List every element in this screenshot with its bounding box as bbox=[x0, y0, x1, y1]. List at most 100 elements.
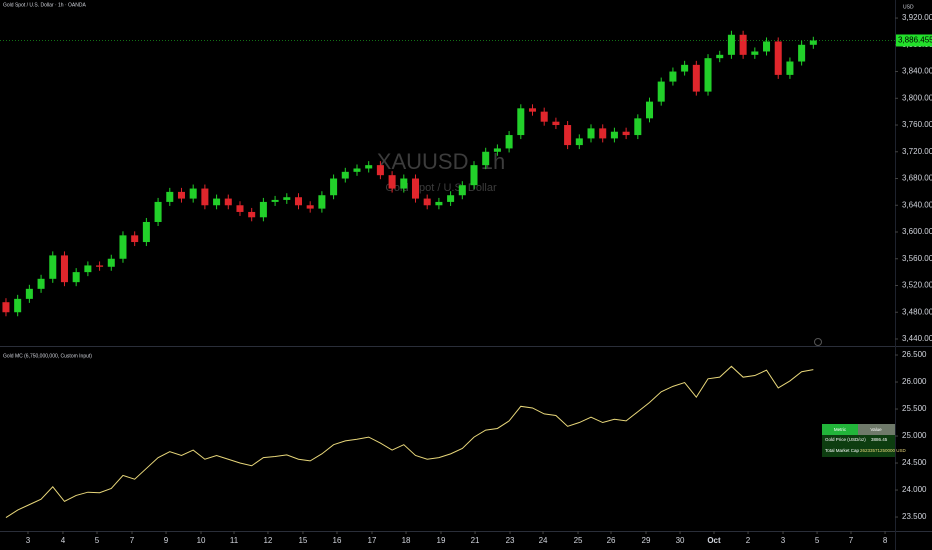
x-tick-label: 21 bbox=[471, 536, 480, 545]
table-cell: 3886.45 bbox=[871, 437, 888, 442]
y-tick-label: 24.500 bbox=[902, 458, 927, 467]
table-cell: Gold Price (USD/oz) bbox=[825, 437, 866, 442]
x-tick-label: 4 bbox=[61, 536, 66, 545]
candle-body bbox=[809, 40, 817, 45]
x-tick-label: 9 bbox=[164, 536, 169, 545]
x-tick-label: 3 bbox=[26, 536, 31, 545]
y-tick-label: 3,720.000 bbox=[902, 147, 932, 156]
x-tick-label: 18 bbox=[402, 536, 411, 545]
symbol-info: Gold Spot / U.S. Dollar · 1h · OANDA bbox=[3, 2, 86, 8]
candle-body bbox=[84, 265, 92, 273]
candle-body bbox=[622, 131, 630, 136]
candle-body bbox=[353, 168, 361, 172]
y-tick-label: 3,800.000 bbox=[902, 93, 932, 102]
table-cell: 26233571250000 USD bbox=[860, 448, 907, 453]
table-body bbox=[822, 435, 895, 457]
table-header-cell bbox=[858, 424, 895, 435]
candle-body bbox=[482, 151, 490, 166]
metrics-table: Metric Value Gold Price (USD/oz) 3886.45… bbox=[822, 424, 907, 457]
y-tick-label: 3,920.000 bbox=[902, 13, 932, 22]
y-tick-label: 3,480.000 bbox=[902, 307, 932, 316]
x-tick-label: 10 bbox=[197, 536, 206, 545]
x-tick-label: 29 bbox=[642, 536, 651, 545]
candle-body bbox=[786, 61, 794, 75]
candle-body bbox=[739, 34, 747, 55]
candle-body bbox=[14, 298, 22, 313]
candle-body bbox=[318, 195, 326, 209]
candle-body bbox=[528, 108, 537, 112]
y-tick-label: 23.500 bbox=[902, 512, 927, 521]
candle-body bbox=[365, 165, 373, 169]
x-tick-label: 16 bbox=[333, 536, 342, 545]
candle-body bbox=[201, 188, 209, 206]
candle-body bbox=[96, 265, 104, 267]
candle-body bbox=[552, 121, 560, 126]
last-price-box bbox=[896, 34, 932, 47]
candle-body bbox=[25, 288, 33, 299]
indicator-title: Gold MC (6,750,000,000, Custom Input) bbox=[3, 353, 92, 359]
candle-body bbox=[271, 199, 279, 202]
candle-body bbox=[388, 175, 396, 189]
candle-body bbox=[72, 272, 80, 283]
table-header: Metric bbox=[834, 427, 847, 432]
candle-body bbox=[142, 221, 150, 243]
candle-body bbox=[224, 198, 232, 206]
x-tick-label: 24 bbox=[539, 536, 548, 545]
y-tick-label: 3,640.000 bbox=[902, 200, 932, 209]
candle-body bbox=[49, 255, 57, 279]
x-tick-label: 30 bbox=[676, 536, 685, 545]
x-tick-label: 5 bbox=[95, 536, 100, 545]
currency: USD bbox=[903, 4, 914, 10]
candle-body bbox=[774, 41, 782, 75]
x-tick-label: 7 bbox=[849, 536, 854, 545]
y-tick-label: 26.000 bbox=[902, 377, 927, 386]
candle-body bbox=[681, 64, 689, 72]
candle-body bbox=[458, 185, 466, 196]
x-tick-label: 15 bbox=[298, 536, 307, 545]
settings-icon[interactable] bbox=[814, 338, 822, 346]
candle-body bbox=[259, 201, 267, 218]
candle-body bbox=[294, 197, 302, 206]
candle-body bbox=[575, 138, 583, 146]
last-price-label: 3,886.455 bbox=[898, 36, 932, 45]
table-header-cell bbox=[822, 424, 858, 435]
candle-body bbox=[166, 191, 174, 202]
candle-body bbox=[716, 54, 724, 59]
x-tick-label: 19 bbox=[437, 536, 446, 545]
candle-body bbox=[236, 205, 244, 212]
y-tick-label: 25.500 bbox=[902, 404, 927, 413]
candle-body bbox=[669, 71, 677, 82]
x-tick-label: Oct bbox=[707, 536, 721, 545]
x-tick-label: 25 bbox=[574, 536, 583, 545]
candle-body bbox=[37, 278, 45, 289]
candle-body bbox=[798, 44, 806, 62]
x-tick-label: 8 bbox=[883, 536, 888, 545]
x-tick-label: 5 bbox=[815, 536, 820, 545]
x-tick-label: 23 bbox=[506, 536, 515, 545]
y-tick-label: 3,440.000 bbox=[902, 334, 932, 343]
x-tick-label: 11 bbox=[230, 536, 239, 545]
candle-body bbox=[751, 51, 759, 55]
candle-body bbox=[60, 255, 68, 283]
candle-body bbox=[447, 195, 455, 202]
x-tick-label: 12 bbox=[263, 536, 272, 545]
y-tick-label: 3,560.000 bbox=[902, 254, 932, 263]
candle-body bbox=[599, 128, 607, 139]
candle-body bbox=[704, 58, 712, 92]
candle-body bbox=[341, 171, 349, 179]
candle-body bbox=[177, 191, 185, 199]
y-tick-label: 3,600.000 bbox=[902, 227, 932, 236]
candle-body bbox=[154, 201, 162, 222]
y-tick-label: 24.000 bbox=[902, 485, 927, 494]
candle-body bbox=[213, 198, 221, 206]
y-tick-label: 25.000 bbox=[902, 431, 927, 440]
candle-body bbox=[634, 118, 642, 136]
y-tick-label: 3,840.000 bbox=[902, 67, 932, 76]
candle-body bbox=[107, 258, 115, 267]
table-cell: Total Market Cap bbox=[825, 448, 860, 453]
candle-body bbox=[131, 235, 139, 243]
x-tick-label: 2 bbox=[746, 536, 751, 545]
candle-body bbox=[400, 178, 408, 189]
